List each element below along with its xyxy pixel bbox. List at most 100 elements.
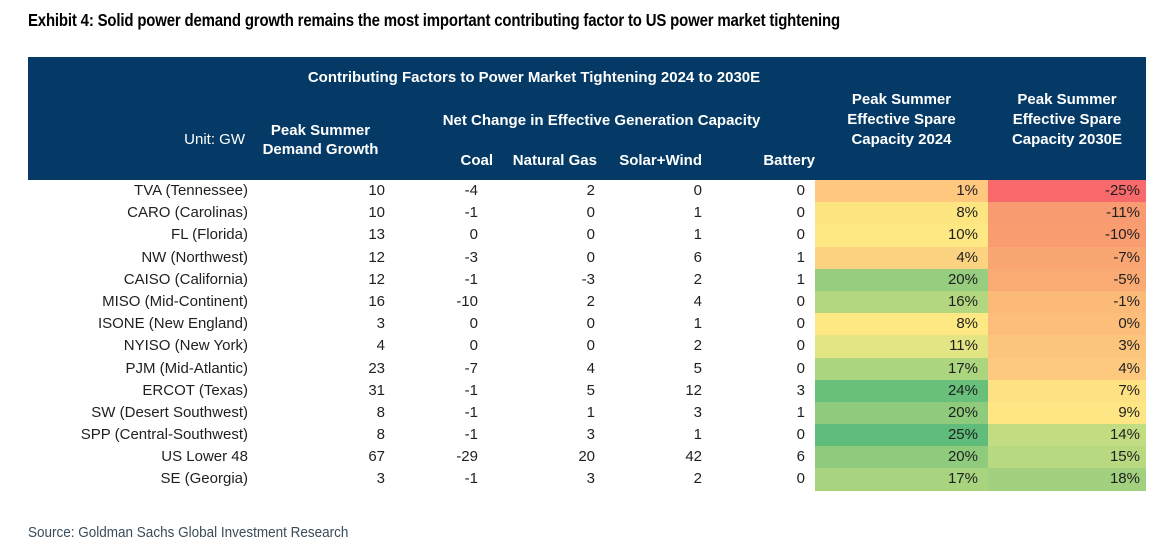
coal-cell: -1: [464, 403, 478, 421]
solar-wind-cell: 1: [693, 426, 702, 444]
coal-cell: 0: [469, 226, 478, 244]
table-row: MISO (Mid-Continent) 16 -10 2 4 0 16% -1%: [28, 290, 1146, 314]
demand-growth-cell: 23: [368, 359, 385, 377]
demand-growth-cell: 31: [368, 381, 385, 399]
header-natural-gas: Natural Gas: [512, 152, 597, 169]
battery-cell: 6: [796, 448, 805, 466]
natural-gas-cell: 1: [586, 403, 595, 421]
region-cell: US Lower 48: [161, 448, 248, 466]
region-cell: CARO (Carolinas): [127, 204, 248, 222]
table-row: NYISO (New York) 4 0 0 2 0 11% 3%: [28, 335, 1146, 358]
header-demand-line1: Peak Summer: [270, 122, 371, 139]
table-row: ISONE (New England) 3 0 0 1 0 8% 0%: [28, 313, 1146, 336]
region-cell: NW (Northwest): [141, 248, 248, 266]
table-row: ERCOT (Texas) 31 -1 5 12 3 24% 7%: [28, 379, 1146, 402]
header-coal: Coal: [460, 152, 493, 169]
spare-capacity-2024-cell: 20%: [815, 268, 988, 291]
table-row: TVA (Tennessee) 10 -4 2 0 0 1% -25%: [28, 180, 1146, 203]
battery-cell: 0: [796, 315, 805, 333]
spare-capacity-2024-cell: 20%: [815, 446, 988, 469]
table-row: PJM (Mid-Atlantic) 23 -7 4 5 0 17% 4%: [28, 357, 1146, 380]
battery-cell: 1: [796, 403, 805, 421]
demand-growth-cell: 12: [368, 270, 385, 288]
natural-gas-cell: 2: [586, 292, 595, 310]
spare-capacity-2030-cell: -1%: [988, 290, 1146, 314]
table-row: FL (Florida) 13 0 0 1 0 10% -10%: [28, 224, 1146, 247]
header-spare-capacity-2024: Peak Summer Effective Spare Capacity 202…: [815, 90, 988, 150]
battery-cell: 0: [796, 226, 805, 244]
region-cell: ERCOT (Texas): [142, 381, 248, 399]
spare-capacity-2024-cell: 24%: [815, 379, 988, 402]
header-spare30-line3: Capacity 2030E: [1011, 131, 1123, 148]
spare-capacity-2030-cell: 3%: [988, 335, 1146, 358]
header-demand-line2: Demand Growth: [262, 141, 379, 158]
demand-growth-cell: 3: [376, 470, 385, 488]
table-row: NW (Northwest) 12 -3 0 6 1 4% -7%: [28, 246, 1146, 269]
exhibit-title: Exhibit 4: Solid power demand growth rem…: [28, 10, 840, 30]
spare-capacity-2024-cell: 16%: [815, 290, 988, 314]
battery-cell: 3: [796, 381, 805, 399]
coal-cell: -1: [464, 381, 478, 399]
demand-growth-cell: 16: [368, 292, 385, 310]
battery-cell: 0: [796, 359, 805, 377]
region-cell: SPP (Central-Southwest): [80, 426, 248, 444]
spare-capacity-2030-cell: 4%: [988, 357, 1146, 380]
coal-cell: -3: [464, 248, 478, 266]
battery-cell: 1: [796, 248, 805, 266]
coal-cell: -1: [464, 270, 478, 288]
coal-cell: -29: [456, 448, 478, 466]
solar-wind-cell: 2: [693, 470, 702, 488]
natural-gas-cell: 5: [586, 381, 595, 399]
spare-capacity-2024-cell: 17%: [815, 468, 988, 491]
natural-gas-cell: 0: [586, 248, 595, 266]
coal-cell: -1: [464, 204, 478, 222]
source-note: Source: Goldman Sachs Global Investment …: [28, 524, 349, 541]
natural-gas-cell: 0: [586, 226, 595, 244]
battery-cell: 0: [796, 337, 805, 355]
solar-wind-cell: 1: [693, 204, 702, 222]
battery-cell: 0: [796, 470, 805, 488]
spare-capacity-2030-cell: 9%: [988, 401, 1146, 425]
region-cell: TVA (Tennessee): [134, 182, 248, 199]
spare-capacity-2030-cell: -10%: [988, 224, 1146, 247]
coal-cell: -7: [464, 359, 478, 377]
battery-cell: 0: [796, 204, 805, 222]
natural-gas-cell: 0: [586, 204, 595, 222]
region-cell: SW (Desert Southwest): [91, 403, 248, 421]
table-row: US Lower 48 67 -29 20 42 6 20% 15%: [28, 446, 1146, 469]
natural-gas-cell: 2: [586, 182, 595, 199]
natural-gas-cell: 0: [586, 315, 595, 333]
table-header: Contributing Factors to Power Market Tig…: [28, 57, 1146, 180]
natural-gas-cell: 0: [586, 337, 595, 355]
battery-cell: 0: [796, 426, 805, 444]
header-net-change-group: Net Change in Effective Generation Capac…: [442, 112, 761, 129]
header-battery: Battery: [763, 152, 815, 169]
header-spare-capacity-2030: Peak Summer Effective Spare Capacity 203…: [988, 90, 1146, 150]
coal-cell: -1: [464, 426, 478, 444]
spare-capacity-2024-cell: 11%: [815, 335, 988, 358]
coal-cell: 0: [469, 315, 478, 333]
demand-growth-cell: 3: [376, 315, 385, 333]
natural-gas-cell: 4: [586, 359, 595, 377]
spare-capacity-2024-cell: 17%: [815, 357, 988, 380]
spare-capacity-2030-cell: 7%: [988, 379, 1146, 402]
header-group-title: Contributing Factors to Power Market Tig…: [307, 69, 761, 86]
spare-capacity-2024-cell: 8%: [815, 313, 988, 336]
spare-capacity-2030-cell: 18%: [988, 468, 1146, 491]
solar-wind-cell: 42: [685, 448, 702, 466]
demand-growth-cell: 67: [368, 448, 385, 466]
region-cell: CAISO (California): [123, 270, 248, 288]
solar-wind-cell: 0: [693, 182, 702, 199]
demand-growth-cell: 10: [368, 204, 385, 222]
natural-gas-cell: 20: [578, 448, 595, 466]
spare-capacity-2024-cell: 8%: [815, 202, 988, 225]
table-row: SPP (Central-Southwest) 8 -1 3 1 0 25% 14%: [28, 424, 1146, 447]
solar-wind-cell: 12: [685, 381, 702, 399]
demand-growth-cell: 8: [376, 403, 385, 421]
header-solar-wind: Solar+Wind: [619, 152, 702, 169]
spare-capacity-2030-cell: -25%: [988, 180, 1146, 203]
demand-growth-cell: 13: [368, 226, 385, 244]
demand-growth-cell: 8: [376, 426, 385, 444]
header-spare30-line2: Effective Spare: [1012, 111, 1122, 128]
solar-wind-cell: 2: [693, 270, 702, 288]
